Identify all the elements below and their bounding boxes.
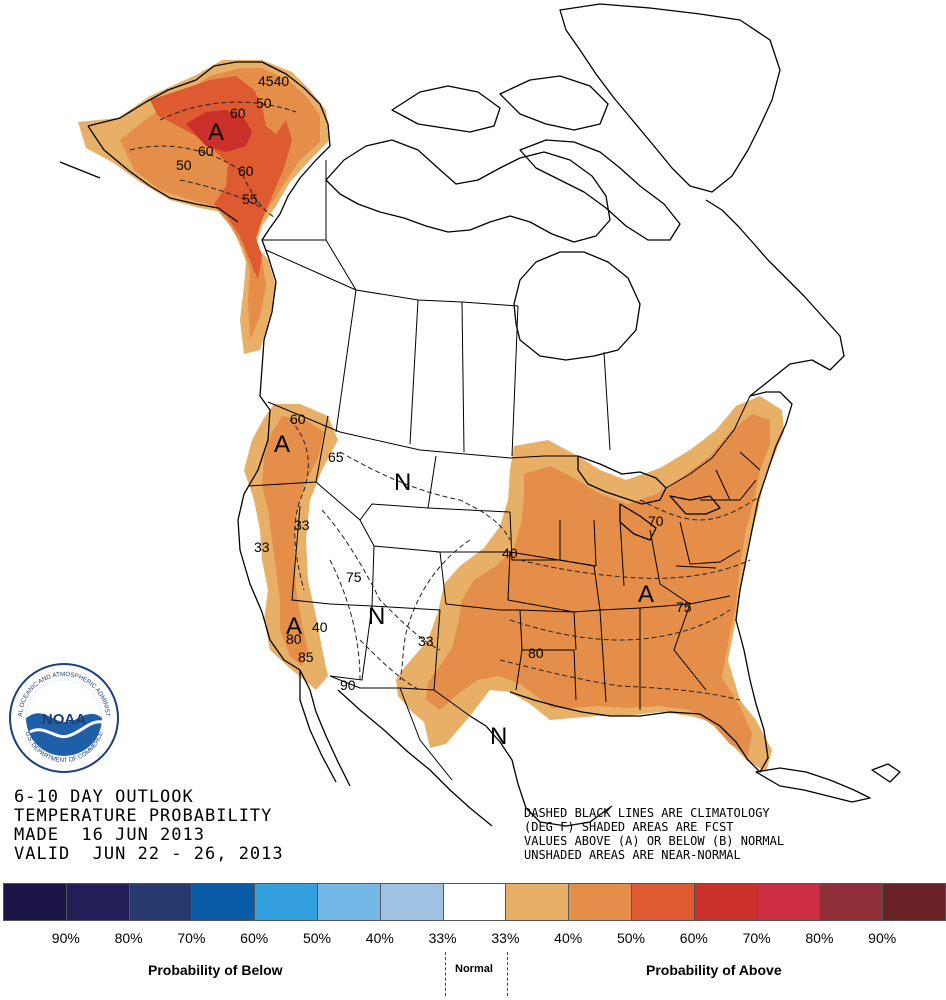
legend-note-block: DASHED BLACK LINES ARE CLIMATOLOGY (DEG … [524,806,784,862]
contour-label: 50 [176,157,192,173]
legend-percent-label: 40% [365,930,394,946]
normal-divider-right [507,952,508,996]
contour-label: 33 [294,517,310,533]
legend-swatch [630,883,695,921]
legend-percent-label: 60% [679,930,708,946]
alaska-prob-60-area [150,76,292,280]
legend-percent-label: 33% [491,930,520,946]
legend-swatch [65,883,130,921]
alaska-prob-70-area [186,110,252,152]
contour-label: 40 [502,545,518,561]
note-line: (DEG F) SHADED AREAS ARE FCST [524,820,734,834]
contour-label: 75 [346,569,362,585]
note-line: VALUES ABOVE (A) OR BELOW (B) NORMAL [524,834,785,848]
legend-swatch [191,883,256,921]
legend-percent-label: 50% [302,930,332,946]
climatology-contours [129,101,761,701]
legend-percent-label: 33% [428,930,457,946]
legend-percent-label: 50% [616,930,646,946]
contour-label: 60 [230,105,246,121]
contour-label: 65 [328,449,344,465]
caption-normal: Normal [455,963,493,975]
contour-label: 33 [254,539,270,555]
legend-color-bar [3,883,946,921]
outlook-title-block: 6-10 DAY OUTLOOK TEMPERATURE PROBABILITY… [14,788,284,864]
contour-label: 55 [242,191,258,207]
contour-label: 70 [648,513,664,529]
contour-label: 80 [286,631,302,647]
legend-percent-label: 70% [742,930,771,946]
legend-swatch [3,883,67,921]
noaa-logo-icon: NOAA NATIONAL OCEANIC AND ATMOSPHERIC AD… [8,662,119,773]
contour-label: 75 [676,599,692,615]
west-prob-50-area [262,416,324,666]
title-line: VALID JUN 22 - 26, 2013 [14,844,284,864]
normal-divider-left [445,952,446,996]
legend-swatch [568,883,632,921]
title-line: MADE 16 JUN 2013 [14,825,205,845]
contour-label: 60 [238,163,254,179]
alaska-above-label: A [208,119,224,146]
legend-swatch [379,883,444,921]
legend-swatch [442,883,507,921]
caption-probability-below: Probability of Below [148,962,283,978]
contour-label: 4540 [258,73,289,89]
contour-label: 90 [340,677,356,693]
note-line: DASHED BLACK LINES ARE CLIMATOLOGY [524,806,770,820]
contour-label: 60 [290,411,306,427]
legend-swatch [505,883,570,921]
title-line: TEMPERATURE PROBABILITY [14,806,273,826]
political-boundaries [247,160,761,781]
legend-swatch [882,883,946,921]
contour-label: 60 [198,143,214,159]
legend-swatch [819,883,884,921]
title-line: 6-10 DAY OUTLOOK [14,787,194,807]
east-prob-50-area [426,414,770,756]
legend-percent-label: 80% [114,930,143,946]
contour-label: 80 [528,645,544,661]
legend-percent-label: 60% [240,930,269,946]
outlook-map: A A A A N N N 4540 60 50 60 50 60 55 60 … [59,3,901,827]
california-above-label: A [286,613,302,640]
legend-percent-label: 40% [554,930,583,946]
note-line: UNSHADED AREAS ARE NEAR-NORMAL [524,848,741,862]
west-above-label: A [274,431,290,458]
noaa-logo-text: NOAA [42,711,86,728]
legend-percent-label: 70% [177,930,206,946]
legend-swatch [693,883,758,921]
land-outlines [59,3,901,827]
contour-label: 40 [312,619,328,635]
montana-normal-label: N [394,469,411,496]
southwest-normal-label: N [368,603,385,630]
legend-swatch [756,883,821,921]
contour-label: 85 [298,649,314,665]
legend-swatch [128,883,193,921]
legend-percent-labels: 90% 80% 70% 60% 50% 40% 33% 33% 40% 50% 60% 70% 80% 9… [3,930,945,946]
contour-label: 33 [418,633,434,649]
contour-label: 50 [256,95,272,111]
legend-percent-label: 80% [805,930,834,946]
legend-swatch [316,883,381,921]
legend-percent-label: 90% [51,930,80,946]
texas-normal-label: N [490,723,507,750]
east-above-label: A [638,581,654,608]
legend-percent-label: 90% [868,930,897,946]
legend-swatch [254,883,318,921]
caption-probability-above: Probability of Above [646,962,782,978]
